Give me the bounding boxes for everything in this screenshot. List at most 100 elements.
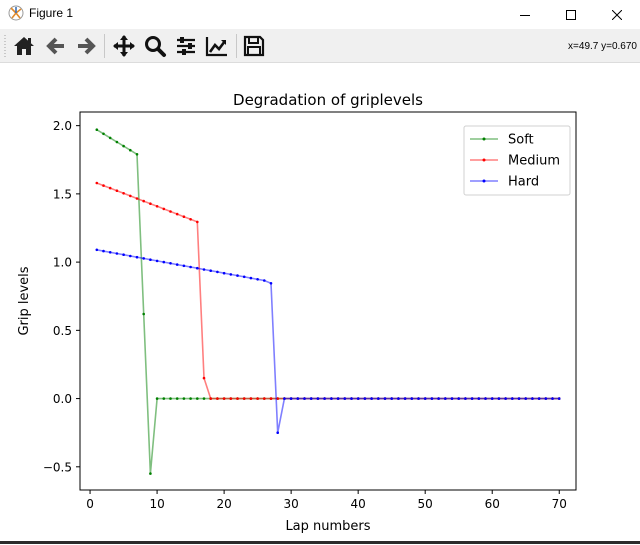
data-point-hard — [457, 397, 460, 400]
data-point-hard — [451, 397, 454, 400]
y-tick-label: 0.5 — [53, 324, 72, 338]
data-point-hard — [364, 397, 367, 400]
x-axis-label: Lap numbers — [285, 519, 370, 534]
data-point-hard — [203, 268, 206, 271]
home-button[interactable] — [10, 33, 38, 59]
configure-subplots-button[interactable] — [172, 33, 200, 59]
data-point-hard — [283, 397, 286, 400]
data-point-medium — [256, 397, 259, 400]
chart[interactable]: 0 10 20 30 40 50 60 70 −0.5 0.0 0.5 1.0 1.5 2.0 Degra… — [0, 63, 640, 541]
sliders-icon — [174, 34, 198, 58]
data-point-hard — [183, 265, 186, 268]
data-point-medium — [136, 197, 139, 200]
toolbar-separator — [104, 34, 105, 58]
data-point-hard — [297, 397, 300, 400]
data-point-medium — [156, 205, 159, 208]
data-point-medium — [223, 397, 226, 400]
legend-marker-soft — [483, 138, 486, 141]
data-point-hard — [223, 272, 226, 275]
close-button[interactable] — [594, 0, 640, 29]
data-point-medium — [243, 397, 246, 400]
y-axis-label: Grip levels — [17, 266, 32, 335]
data-point-soft — [156, 397, 159, 400]
y-tick-label: 2.0 — [53, 119, 72, 133]
data-point-soft — [189, 397, 192, 400]
data-point-hard — [504, 397, 507, 400]
minimize-button[interactable] — [502, 0, 548, 29]
data-point-hard — [250, 277, 253, 280]
legend-marker-hard — [483, 180, 486, 183]
data-point-soft — [96, 128, 99, 131]
data-point-hard — [551, 397, 554, 400]
data-point-hard — [236, 274, 239, 277]
chart-title: Degradation of griplevels — [233, 91, 423, 109]
data-point-medium — [102, 184, 105, 187]
x-tick-label: 10 — [149, 497, 164, 511]
data-point-soft — [196, 397, 199, 400]
data-point-hard — [149, 258, 152, 261]
data-point-hard — [317, 397, 320, 400]
data-point-hard — [370, 397, 373, 400]
zoom-button[interactable] — [141, 33, 169, 59]
pan-button[interactable] — [110, 33, 138, 59]
data-point-soft — [176, 397, 179, 400]
save-button[interactable] — [240, 33, 268, 59]
data-point-hard — [411, 397, 414, 400]
figure-canvas[interactable]: 0 10 20 30 40 50 60 70 −0.5 0.0 0.5 1.0 1.5 2.0 Degra… — [0, 63, 640, 541]
data-point-hard — [290, 397, 293, 400]
maximize-icon — [566, 10, 576, 20]
data-point-soft — [136, 153, 139, 156]
x-tick-label: 40 — [351, 497, 366, 511]
data-point-medium — [142, 200, 145, 203]
data-point-hard — [129, 255, 132, 258]
legend: Soft Medium Hard — [464, 126, 570, 195]
data-point-hard — [337, 397, 340, 400]
data-point-hard — [431, 397, 434, 400]
data-point-hard — [102, 250, 105, 253]
data-point-medium — [129, 195, 132, 198]
data-point-soft — [183, 397, 186, 400]
data-point-medium — [109, 187, 112, 190]
forward-button[interactable] — [72, 33, 100, 59]
data-point-hard — [357, 397, 360, 400]
data-point-hard — [558, 397, 561, 400]
data-point-hard — [142, 257, 145, 260]
close-icon — [612, 10, 622, 20]
data-point-hard — [156, 260, 159, 263]
data-point-hard — [330, 397, 333, 400]
legend-marker-medium — [483, 159, 486, 162]
data-point-medium — [169, 210, 172, 213]
data-point-soft — [122, 145, 125, 148]
arrow-right-icon — [74, 34, 98, 58]
x-tick-label: 60 — [485, 497, 500, 511]
back-button[interactable] — [42, 33, 70, 59]
x-tick-label: 70 — [552, 497, 567, 511]
data-point-hard — [344, 397, 347, 400]
data-point-medium — [189, 218, 192, 221]
minimize-icon — [520, 10, 530, 20]
edit-axis-button[interactable] — [203, 33, 231, 59]
y-tick-label: 0.0 — [53, 392, 72, 406]
data-point-hard — [444, 397, 447, 400]
legend-label-hard: Hard — [508, 175, 539, 190]
data-point-soft — [203, 397, 206, 400]
legend-label-medium: Medium — [508, 154, 560, 169]
x-tick-label: 50 — [418, 497, 433, 511]
data-point-hard — [350, 397, 353, 400]
data-point-hard — [163, 261, 166, 264]
data-point-hard — [209, 269, 212, 272]
home-icon — [12, 34, 36, 58]
data-point-soft — [109, 137, 112, 140]
data-point-medium — [149, 202, 152, 205]
data-point-medium — [236, 397, 239, 400]
chart-edit-icon — [205, 34, 229, 58]
data-point-hard — [169, 262, 172, 265]
data-point-hard — [531, 397, 534, 400]
data-point-hard — [424, 397, 427, 400]
data-point-medium — [163, 208, 166, 211]
arrow-left-icon — [44, 34, 68, 58]
y-tick-label: 1.5 — [53, 187, 72, 201]
data-point-hard — [545, 397, 548, 400]
maximize-button[interactable] — [548, 0, 594, 29]
data-point-hard — [518, 397, 521, 400]
